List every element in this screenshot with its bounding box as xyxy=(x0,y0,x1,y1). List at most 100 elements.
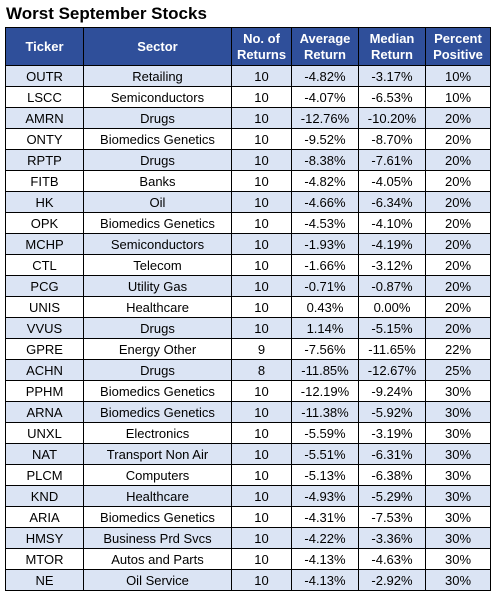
table-row: MCHP Semiconductors 10 -1.93% -4.19% 20% xyxy=(5,233,491,255)
cell-median-return: -2.92% xyxy=(358,569,426,591)
cell-average-return: -4.66% xyxy=(291,191,359,213)
cell-ticker: ARNA xyxy=(5,401,84,423)
column-header-line: Percent xyxy=(434,30,482,46)
cell-percent-positive: 20% xyxy=(425,254,491,276)
cell-percent-positive: 30% xyxy=(425,506,491,528)
cell-percent-positive: 20% xyxy=(425,233,491,255)
cell-sector: Drugs xyxy=(83,107,232,129)
cell-ticker: ONTY xyxy=(5,128,84,150)
cell-num-returns: 10 xyxy=(231,569,292,591)
cell-percent-positive: 20% xyxy=(425,296,491,318)
column-header-sector: Sector xyxy=(83,27,232,66)
cell-average-return: -4.93% xyxy=(291,485,359,507)
cell-num-returns: 10 xyxy=(231,107,292,129)
cell-num-returns: 10 xyxy=(231,275,292,297)
column-header-line: Return xyxy=(371,46,413,62)
cell-percent-positive: 30% xyxy=(425,401,491,423)
cell-percent-positive: 30% xyxy=(425,380,491,402)
table-title: Worst September Stocks xyxy=(6,4,207,23)
table-body: OUTR Retailing 10 -4.82% -3.17% 10% LSCC Semico… xyxy=(5,65,491,591)
table-row: RPTP Drugs 10 -8.38% -7.61% 20% xyxy=(5,149,491,171)
table-row: NE Oil Service 10 -4.13% -2.92% 30% xyxy=(5,569,491,591)
cell-percent-positive: 10% xyxy=(425,86,491,108)
cell-sector: Drugs xyxy=(83,317,232,339)
cell-sector: Biomedics Genetics xyxy=(83,380,232,402)
cell-percent-positive: 20% xyxy=(425,107,491,129)
cell-ticker: VVUS xyxy=(5,317,84,339)
cell-num-returns: 10 xyxy=(231,380,292,402)
cell-ticker: PLCM xyxy=(5,464,84,486)
cell-sector: Autos and Parts xyxy=(83,548,232,570)
cell-average-return: -12.19% xyxy=(291,380,359,402)
cell-sector: Banks xyxy=(83,170,232,192)
cell-num-returns: 10 xyxy=(231,170,292,192)
cell-average-return: -4.53% xyxy=(291,212,359,234)
cell-average-return: -4.13% xyxy=(291,569,359,591)
cell-sector: Retailing xyxy=(83,65,232,87)
table-row: HK Oil 10 -4.66% -6.34% 20% xyxy=(5,191,491,213)
cell-num-returns: 10 xyxy=(231,443,292,465)
cell-median-return: -7.61% xyxy=(358,149,426,171)
cell-average-return: 0.43% xyxy=(291,296,359,318)
cell-median-return: -3.19% xyxy=(358,422,426,444)
column-header-line: Returns xyxy=(236,46,287,62)
cell-num-returns: 10 xyxy=(231,506,292,528)
table-row: UNIS Healthcare 10 0.43% 0.00% 20% xyxy=(5,296,491,318)
cell-sector: Healthcare xyxy=(83,296,232,318)
cell-median-return: -5.92% xyxy=(358,401,426,423)
cell-sector: Biomedics Genetics xyxy=(83,212,232,234)
cell-sector: Semiconductors xyxy=(83,233,232,255)
table-row: HMSY Business Prd Svcs 10 -4.22% -3.36% 30% xyxy=(5,527,491,549)
cell-ticker: GPRE xyxy=(5,338,84,360)
table-row: AMRN Drugs 10 -12.76% -10.20% 20% xyxy=(5,107,491,129)
column-header-line: Positive xyxy=(433,46,483,62)
cell-sector: Telecom xyxy=(83,254,232,276)
cell-median-return: -10.20% xyxy=(358,107,426,129)
cell-ticker: NE xyxy=(5,569,84,591)
cell-num-returns: 10 xyxy=(231,212,292,234)
cell-percent-positive: 10% xyxy=(425,65,491,87)
cell-sector: Biomedics Genetics xyxy=(83,506,232,528)
cell-median-return: -3.36% xyxy=(358,527,426,549)
cell-average-return: -11.38% xyxy=(291,401,359,423)
cell-sector: Computers xyxy=(83,464,232,486)
cell-percent-positive: 22% xyxy=(425,338,491,360)
cell-sector: Business Prd Svcs xyxy=(83,527,232,549)
cell-num-returns: 9 xyxy=(231,338,292,360)
column-header-average-return: Average Return xyxy=(291,27,359,66)
column-header-line: No. of xyxy=(243,30,280,46)
cell-percent-positive: 30% xyxy=(425,527,491,549)
cell-ticker: FITB xyxy=(5,170,84,192)
cell-average-return: -4.82% xyxy=(291,170,359,192)
cell-ticker: AMRN xyxy=(5,107,84,129)
cell-median-return: -0.87% xyxy=(358,275,426,297)
cell-median-return: -4.63% xyxy=(358,548,426,570)
cell-median-return: -4.05% xyxy=(358,170,426,192)
cell-num-returns: 8 xyxy=(231,359,292,381)
cell-percent-positive: 30% xyxy=(425,548,491,570)
column-header-ticker: Ticker xyxy=(5,27,84,66)
cell-average-return: -4.31% xyxy=(291,506,359,528)
cell-num-returns: 10 xyxy=(231,128,292,150)
column-header-median-return: Median Return xyxy=(358,27,426,66)
cell-ticker: HMSY xyxy=(5,527,84,549)
cell-num-returns: 10 xyxy=(231,254,292,276)
table-row: OPK Biomedics Genetics 10 -4.53% -4.10% 20% xyxy=(5,212,491,234)
cell-ticker: OUTR xyxy=(5,65,84,87)
cell-ticker: UNXL xyxy=(5,422,84,444)
cell-sector: Semiconductors xyxy=(83,86,232,108)
cell-ticker: HK xyxy=(5,191,84,213)
table-row: OUTR Retailing 10 -4.82% -3.17% 10% xyxy=(5,65,491,87)
cell-median-return: -11.65% xyxy=(358,338,426,360)
cell-num-returns: 10 xyxy=(231,422,292,444)
cell-num-returns: 10 xyxy=(231,149,292,171)
cell-average-return: -9.52% xyxy=(291,128,359,150)
cell-percent-positive: 20% xyxy=(425,149,491,171)
cell-sector: Oil xyxy=(83,191,232,213)
column-header-line: Ticker xyxy=(25,38,64,54)
cell-ticker: MCHP xyxy=(5,233,84,255)
cell-sector: Utility Gas xyxy=(83,275,232,297)
cell-sector: Electronics xyxy=(83,422,232,444)
cell-num-returns: 10 xyxy=(231,86,292,108)
table-row: LSCC Semiconductors 10 -4.07% -6.53% 10% xyxy=(5,86,491,108)
